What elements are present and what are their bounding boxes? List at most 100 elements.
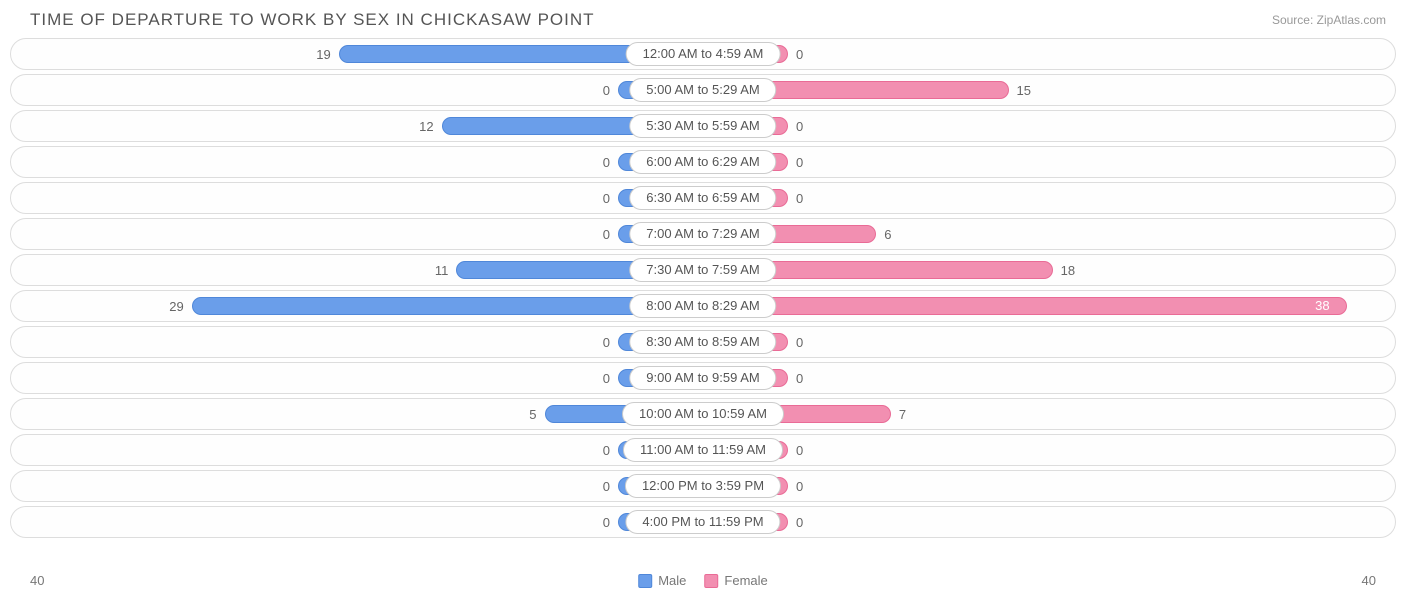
female-value: 0	[788, 479, 811, 494]
chart-area: 19 0 12:00 AM to 4:59 AM 0 15 5:00 AM to 5:29…	[0, 38, 1406, 538]
female-value: 0	[788, 119, 811, 134]
female-half: 0	[703, 327, 1395, 357]
male-half: 0	[11, 327, 703, 357]
male-half: 12	[11, 111, 703, 141]
chart-row: 0 0 12:00 PM to 3:59 PM	[10, 470, 1396, 502]
female-half: 0	[703, 435, 1395, 465]
legend: Male Female	[638, 573, 768, 588]
chart-row: 0 0 8:30 AM to 8:59 AM	[10, 326, 1396, 358]
source-label: Source: ZipAtlas.com	[1272, 13, 1386, 27]
female-value: 6	[876, 227, 899, 242]
female-half: 7	[703, 399, 1395, 429]
male-half: 0	[11, 363, 703, 393]
chart-row: 0 0 6:00 AM to 6:29 AM	[10, 146, 1396, 178]
female-bar: 38	[703, 297, 1347, 315]
chart-row: 0 6 7:00 AM to 7:29 AM	[10, 218, 1396, 250]
female-half: 0	[703, 147, 1395, 177]
male-value: 29	[161, 299, 191, 314]
chart-row: 12 0 5:30 AM to 5:59 AM	[10, 110, 1396, 142]
chart-row: 0 15 5:00 AM to 5:29 AM	[10, 74, 1396, 106]
time-range-label: 8:00 AM to 8:29 AM	[629, 294, 776, 318]
legend-female: Female	[704, 573, 767, 588]
chart-row: 11 18 7:30 AM to 7:59 AM	[10, 254, 1396, 286]
female-value: 7	[891, 407, 914, 422]
male-value: 5	[521, 407, 544, 422]
time-range-label: 7:00 AM to 7:29 AM	[629, 222, 776, 246]
chart-row: 0 0 6:30 AM to 6:59 AM	[10, 182, 1396, 214]
male-value: 0	[595, 335, 618, 350]
male-value: 0	[595, 83, 618, 98]
legend-female-label: Female	[724, 573, 767, 588]
female-half: 0	[703, 507, 1395, 537]
time-range-label: 10:00 AM to 10:59 AM	[622, 402, 784, 426]
time-range-label: 6:00 AM to 6:29 AM	[629, 150, 776, 174]
male-half: 0	[11, 435, 703, 465]
male-bar	[192, 297, 703, 315]
male-value: 0	[595, 227, 618, 242]
male-half: 11	[11, 255, 703, 285]
female-value: 0	[788, 371, 811, 386]
male-half: 0	[11, 183, 703, 213]
legend-male-label: Male	[658, 573, 686, 588]
female-value: 0	[788, 335, 811, 350]
chart-row: 19 0 12:00 AM to 4:59 AM	[10, 38, 1396, 70]
chart-row: 29 38 8:00 AM to 8:29 AM	[10, 290, 1396, 322]
male-value: 0	[595, 515, 618, 530]
male-value: 0	[595, 479, 618, 494]
male-half: 0	[11, 219, 703, 249]
time-range-label: 7:30 AM to 7:59 AM	[629, 258, 776, 282]
male-half: 0	[11, 507, 703, 537]
axis-right-max: 40	[1362, 573, 1376, 588]
female-value: 18	[1053, 263, 1083, 278]
chart-row: 5 7 10:00 AM to 10:59 AM	[10, 398, 1396, 430]
time-range-label: 11:00 AM to 11:59 AM	[623, 438, 783, 462]
male-value: 19	[308, 47, 338, 62]
time-range-label: 9:00 AM to 9:59 AM	[629, 366, 776, 390]
time-range-label: 6:30 AM to 6:59 AM	[629, 186, 776, 210]
male-half: 29	[11, 291, 703, 321]
female-half: 0	[703, 39, 1395, 69]
female-value: 0	[788, 515, 811, 530]
time-range-label: 12:00 AM to 4:59 AM	[626, 42, 781, 66]
female-half: 0	[703, 111, 1395, 141]
male-half: 0	[11, 147, 703, 177]
male-value: 12	[411, 119, 441, 134]
male-half: 5	[11, 399, 703, 429]
chart-row: 0 0 9:00 AM to 9:59 AM	[10, 362, 1396, 394]
male-value: 0	[595, 155, 618, 170]
male-value: 0	[595, 443, 618, 458]
time-range-label: 8:30 AM to 8:59 AM	[629, 330, 776, 354]
female-half: 0	[703, 471, 1395, 501]
male-value: 0	[595, 191, 618, 206]
female-value: 38	[1307, 298, 1337, 313]
footer: 40 Male Female 40	[0, 573, 1406, 588]
female-value: 0	[788, 47, 811, 62]
female-value: 0	[788, 443, 811, 458]
male-value: 11	[427, 263, 457, 278]
chart-title: TIME OF DEPARTURE TO WORK BY SEX IN CHIC…	[30, 10, 595, 30]
time-range-label: 12:00 PM to 3:59 PM	[625, 474, 781, 498]
female-half: 6	[703, 219, 1395, 249]
male-half: 0	[11, 75, 703, 105]
legend-male: Male	[638, 573, 686, 588]
female-half: 15	[703, 75, 1395, 105]
axis-left-max: 40	[30, 573, 44, 588]
swatch-female	[704, 574, 718, 588]
female-half: 18	[703, 255, 1395, 285]
female-half: 0	[703, 363, 1395, 393]
female-value: 0	[788, 191, 811, 206]
male-half: 0	[11, 471, 703, 501]
female-half: 0	[703, 183, 1395, 213]
female-half: 38	[703, 291, 1395, 321]
time-range-label: 4:00 PM to 11:59 PM	[625, 510, 780, 534]
time-range-label: 5:00 AM to 5:29 AM	[629, 78, 776, 102]
female-value: 15	[1009, 83, 1039, 98]
chart-row: 0 0 11:00 AM to 11:59 AM	[10, 434, 1396, 466]
male-half: 19	[11, 39, 703, 69]
female-value: 0	[788, 155, 811, 170]
time-range-label: 5:30 AM to 5:59 AM	[629, 114, 776, 138]
swatch-male	[638, 574, 652, 588]
header: TIME OF DEPARTURE TO WORK BY SEX IN CHIC…	[0, 0, 1406, 38]
male-value: 0	[595, 371, 618, 386]
chart-row: 0 0 4:00 PM to 11:59 PM	[10, 506, 1396, 538]
